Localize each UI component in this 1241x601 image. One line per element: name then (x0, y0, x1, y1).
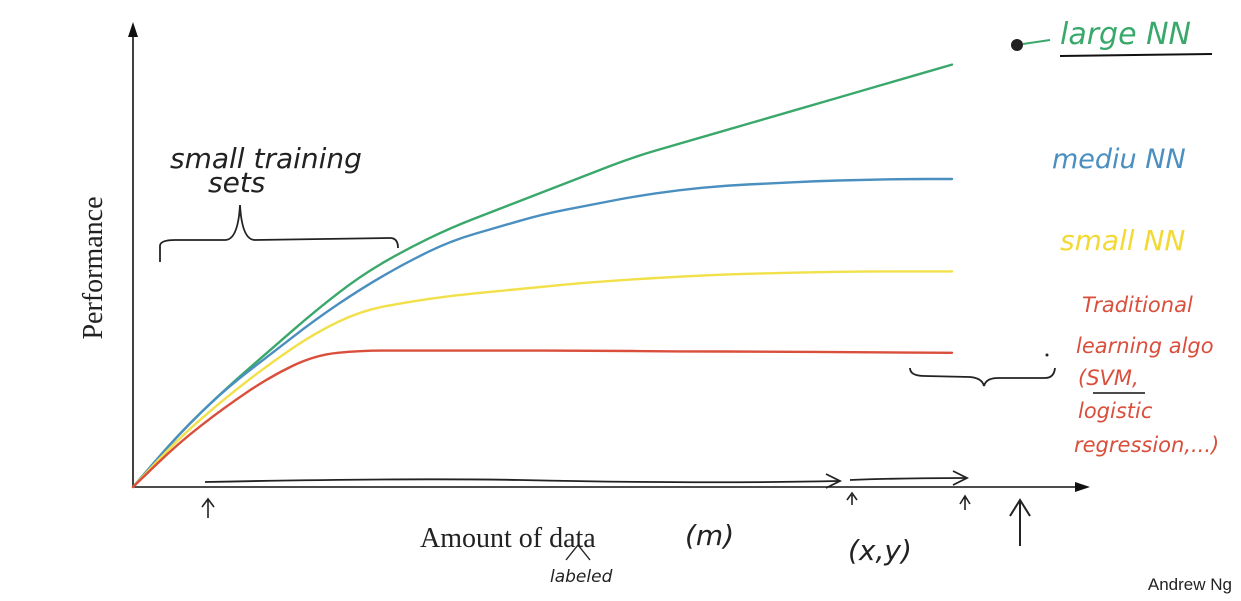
tick-arrow-start (201, 497, 215, 518)
data-range-arrow-1 (204, 478, 839, 484)
label-small-nn: small NN (1060, 224, 1185, 257)
label-large-nn-underline (1059, 53, 1213, 57)
small-sets-line-1: small training (170, 142, 362, 175)
series-layer (131, 63, 954, 489)
series-line-3 (131, 349, 954, 489)
trad-line-1: Traditional (1082, 293, 1193, 317)
trad-line-5: regression,...) (1074, 433, 1219, 457)
label-traditional: Traditional learning algo (SVM, logistic… (1074, 293, 1219, 457)
series-line-0 (131, 63, 954, 489)
trad-line-4: logistic (1078, 399, 1153, 423)
tick-arrow-mid (846, 491, 858, 505)
x-axis-label-suffix: (m) (685, 519, 734, 552)
trad-line-3: (SVM, (1078, 366, 1139, 390)
data-range-arrow-1-head (825, 473, 843, 489)
small-sets-line-2: sets (208, 166, 265, 199)
trad-line-2: learning algo (1076, 334, 1214, 358)
small-sets-brace (159, 204, 399, 262)
large-nn-endpoint (1011, 39, 1023, 51)
x-axis-arrow (1075, 482, 1090, 492)
x-axis-label-note: labeled (550, 567, 613, 587)
label-large-nn: large NN (1060, 17, 1191, 52)
right-brace-dot (1045, 353, 1049, 357)
xy-label: (x,y) (848, 534, 912, 567)
data-range-arrow-2 (849, 477, 966, 481)
right-brace (909, 367, 1056, 387)
series-line-1 (131, 177, 954, 489)
data-range-arrow-2-head (952, 470, 970, 486)
y-axis-arrow (128, 22, 138, 37)
axes (128, 22, 1090, 492)
series-line-2 (131, 270, 954, 489)
label-medium-nn: mediu NN (1052, 144, 1186, 175)
tick-arrow-big (1009, 498, 1031, 546)
tick-arrows (201, 491, 1031, 546)
y-axis-label: Performance (78, 196, 109, 339)
tick-arrow-right (959, 494, 971, 510)
credit: Andrew Ng (1148, 575, 1232, 594)
x-axis-label: Amount of data (420, 523, 596, 554)
insert-caret (565, 543, 591, 561)
large-nn-connector (1022, 39, 1051, 45)
